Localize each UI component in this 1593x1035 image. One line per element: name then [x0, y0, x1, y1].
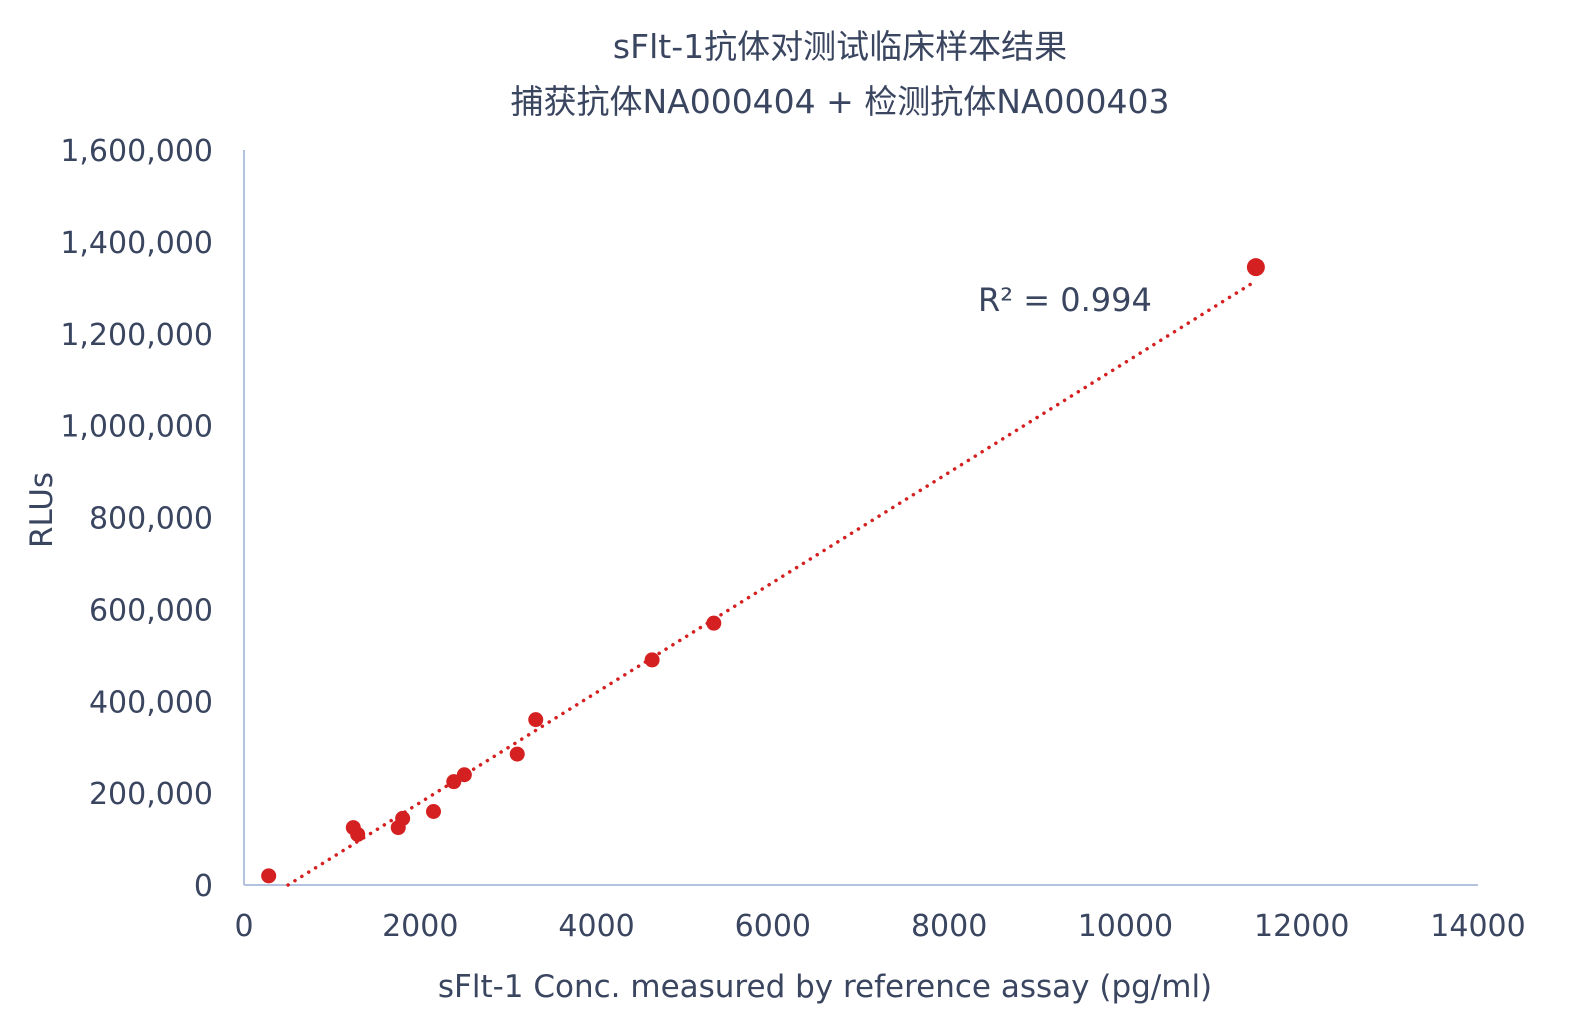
data-point — [509, 746, 525, 762]
y-tick-label: 200,000 — [89, 777, 213, 812]
x-tick-label: 6000 — [735, 909, 811, 944]
chart-subtitle: 捕获抗体NA000404 + 检测抗体NA000403 — [510, 82, 1169, 121]
r-squared-annotation: R² = 0.994 — [978, 281, 1152, 319]
data-point — [261, 868, 277, 884]
data-point — [528, 712, 544, 728]
y-axis-title: RLUs — [24, 472, 60, 548]
y-axis-ticks: 0 200,000 400,000 600,000 800,000 1,000,000 1,… — [60, 134, 213, 904]
data-point — [350, 826, 366, 842]
y-tick-label: 1,200,000 — [60, 318, 213, 353]
y-tick-label: 0 — [194, 869, 213, 904]
x-tick-label: 0 — [234, 909, 253, 944]
data-points — [261, 258, 1265, 884]
x-axis-ticks: 0 2000 4000 6000 8000 10000 12000 14000 — [234, 909, 1525, 944]
x-tick-label: 4000 — [558, 909, 634, 944]
axes — [243, 150, 1478, 886]
data-point — [446, 774, 462, 790]
trendline-group — [286, 279, 1258, 887]
trendline — [286, 279, 1258, 887]
data-point — [395, 810, 411, 826]
y-tick-label: 400,000 — [89, 685, 213, 720]
data-point — [644, 652, 660, 668]
data-point — [1246, 258, 1265, 277]
x-tick-label: 2000 — [382, 909, 458, 944]
x-tick-label: 12000 — [1254, 909, 1349, 944]
x-tick-label: 8000 — [911, 909, 987, 944]
x-tick-label: 14000 — [1430, 909, 1525, 944]
data-point — [426, 804, 442, 819]
data-point — [706, 615, 722, 631]
y-tick-label: 800,000 — [89, 502, 213, 537]
y-tick-label: 1,600,000 — [60, 134, 213, 169]
chart-title: sFlt-1抗体对测试临床样本结果 — [613, 27, 1067, 66]
data-point — [456, 767, 472, 783]
x-tick-label: 10000 — [1078, 909, 1173, 944]
x-axis-title: sFlt-1 Conc. measured by reference assay… — [438, 969, 1212, 1005]
y-tick-label: 1,400,000 — [60, 226, 213, 261]
y-tick-label: 600,000 — [89, 593, 213, 628]
y-tick-label: 1,000,000 — [60, 410, 213, 445]
